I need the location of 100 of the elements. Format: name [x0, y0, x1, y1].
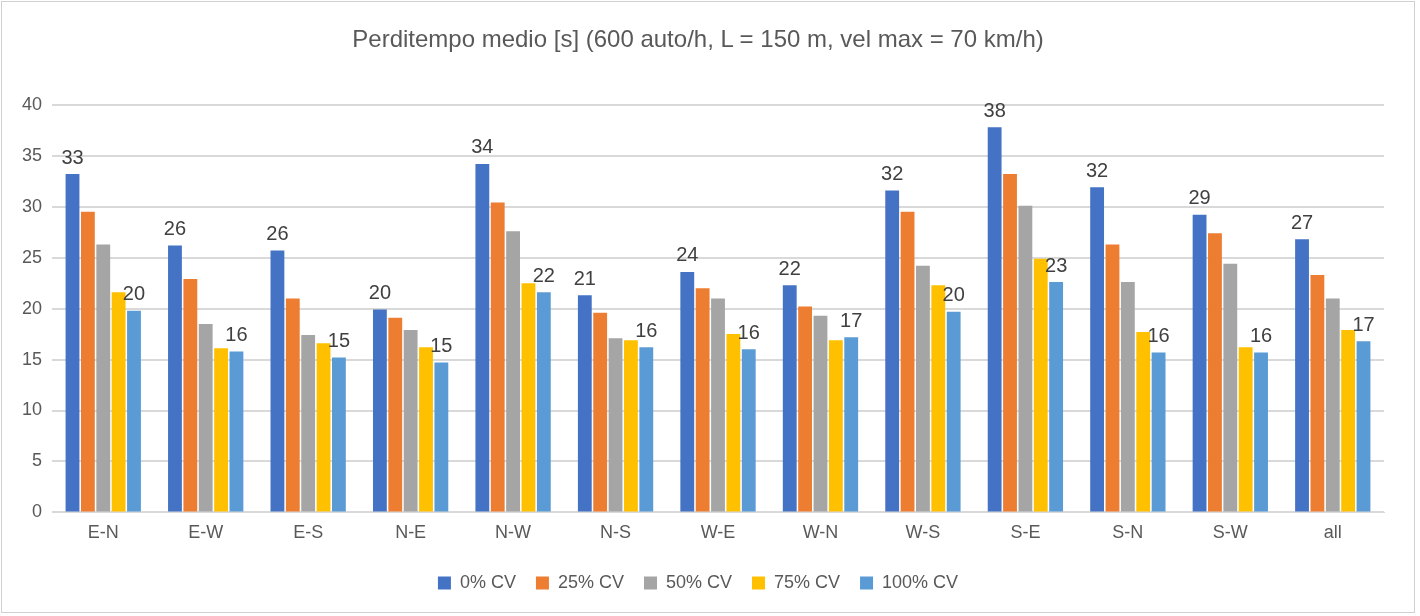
- bar: [316, 343, 331, 512]
- data-label: 17: [1352, 312, 1375, 335]
- data-label: 26: [163, 216, 187, 239]
- y-tick-label: 5: [32, 450, 43, 471]
- bar: [434, 362, 449, 512]
- legend-label: 50% CV: [665, 571, 733, 592]
- bar: [916, 265, 930, 512]
- data-label: 16: [225, 322, 248, 345]
- bar: [1049, 282, 1064, 512]
- x-tick-label: E-S: [293, 522, 324, 543]
- data-label: 15: [430, 334, 453, 357]
- bar: [798, 306, 813, 512]
- data-label: 33: [61, 145, 84, 168]
- bar: [403, 330, 418, 512]
- bar: [813, 315, 828, 512]
- bar: [1136, 332, 1151, 512]
- bar: [782, 285, 797, 512]
- bar: [1105, 244, 1120, 512]
- bar: [1254, 352, 1268, 512]
- data-label: 22: [778, 256, 801, 279]
- legend-label: 100% CV: [882, 571, 959, 592]
- bar: [1295, 239, 1309, 512]
- bar: [1238, 347, 1253, 512]
- data-label: 20: [368, 281, 392, 304]
- bar: [1341, 330, 1356, 512]
- y-tick-label: 35: [21, 144, 43, 165]
- chart-title: Perditempo medio [s] (600 auto/h, L = 150 m, vel max = 70 km/h): [352, 25, 1044, 53]
- bar: [506, 231, 521, 512]
- bar: [1018, 205, 1033, 512]
- bar: [639, 347, 654, 512]
- bar: [388, 317, 403, 512]
- bar: [1310, 274, 1325, 512]
- data-label: 16: [737, 320, 760, 343]
- bar: [198, 323, 213, 512]
- bar: [65, 174, 80, 512]
- bar: [285, 298, 300, 512]
- bar: [270, 250, 285, 512]
- data-label: 32: [881, 161, 904, 184]
- data-label: 22: [532, 263, 555, 286]
- bar: [331, 357, 346, 512]
- bar: [127, 310, 141, 512]
- data-label: 16: [635, 318, 658, 341]
- bar: [521, 283, 536, 512]
- bar: [1033, 258, 1048, 512]
- data-label: 29: [1188, 186, 1211, 209]
- bar: [475, 163, 490, 512]
- x-tick-label: W-E: [700, 522, 736, 543]
- bar: [1356, 341, 1371, 512]
- bar: [987, 127, 1002, 512]
- y-tick-label: 25: [21, 246, 43, 267]
- bar: [726, 334, 741, 512]
- bar: [695, 288, 710, 512]
- bar: [372, 309, 387, 512]
- data-label: 20: [122, 282, 146, 305]
- bar: [1325, 298, 1340, 512]
- bar: [624, 340, 638, 512]
- bar: [844, 337, 859, 512]
- bar: [900, 211, 915, 512]
- data-label: 27: [1290, 210, 1314, 233]
- data-label: 15: [327, 329, 351, 352]
- x-tick-label: W-S: [905, 522, 941, 543]
- data-label: 21: [573, 266, 596, 289]
- legend-label: 25% CV: [557, 571, 624, 592]
- data-label: 17: [840, 308, 863, 331]
- bar: [1192, 214, 1207, 512]
- bar: [946, 311, 961, 512]
- bar: [593, 312, 608, 512]
- data-label: 32: [1085, 158, 1109, 181]
- bar: [1120, 282, 1135, 512]
- bar: [301, 335, 316, 512]
- data-label: 24: [676, 243, 699, 266]
- y-tick-label: 10: [21, 399, 43, 420]
- bar: [1003, 174, 1017, 512]
- bar: [1208, 233, 1222, 512]
- bar: [1090, 187, 1105, 512]
- bar: [885, 190, 900, 512]
- bar: [229, 351, 244, 512]
- bar: [168, 245, 182, 512]
- x-tick-label: S-W: [1212, 522, 1248, 543]
- x-tick-label: N-E: [395, 522, 427, 543]
- legend-label: 75% CV: [774, 571, 841, 592]
- data-label: 16: [1249, 323, 1273, 346]
- y-tick-label: 40: [21, 93, 43, 114]
- bar: [741, 349, 756, 512]
- x-tick-label: E-N: [87, 522, 119, 543]
- y-tick-label: 20: [21, 297, 43, 318]
- x-tick-label: E-W: [188, 522, 224, 543]
- bar: [1223, 263, 1238, 512]
- bar: [214, 348, 228, 512]
- x-tick-label: W-N: [802, 522, 839, 543]
- bar: [80, 211, 95, 512]
- bar: [1151, 352, 1166, 512]
- bar: [536, 292, 551, 512]
- x-tick-label: S-E: [1010, 522, 1041, 543]
- data-label: 34: [471, 135, 494, 158]
- bar: [711, 298, 725, 512]
- bar: [577, 295, 592, 512]
- legend-label: 0% CV: [459, 571, 516, 592]
- y-tick-label: 15: [21, 348, 43, 369]
- y-tick-label: 0: [32, 501, 43, 522]
